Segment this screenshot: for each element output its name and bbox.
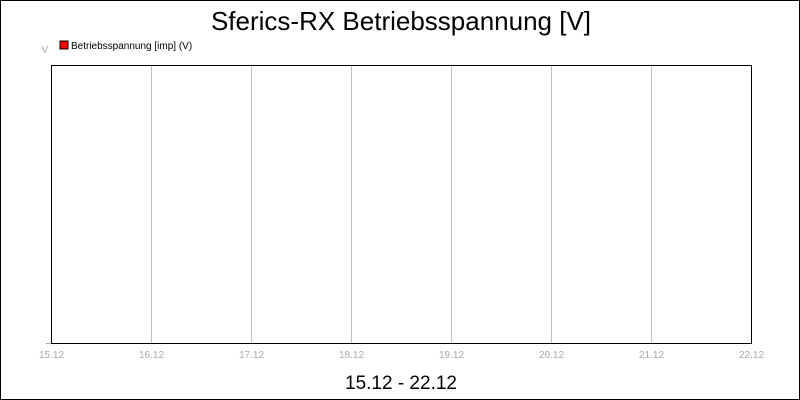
x-axis-label: 15.12 - 22.12 [345, 373, 457, 394]
chart-title: Sferics-RX Betriebsspannung [V] [211, 6, 591, 36]
legend-swatch [59, 40, 69, 50]
x-tick-label: 21.12 [639, 350, 664, 361]
x-tick-label: 20.12 [539, 350, 564, 361]
x-tick-label: 15.12 [39, 350, 64, 361]
plot-area [51, 65, 752, 344]
legend-label: Betriebsspannung [imp] (V) [71, 41, 192, 52]
x-tick-label: 16.12 [139, 350, 164, 361]
y-axis-label: V [42, 45, 49, 56]
x-tick-label: 18.12 [339, 350, 364, 361]
x-tick-label: 17.12 [239, 350, 264, 361]
x-tick-label: 19.12 [439, 350, 464, 361]
x-tick-label: 22.12 [739, 350, 764, 361]
